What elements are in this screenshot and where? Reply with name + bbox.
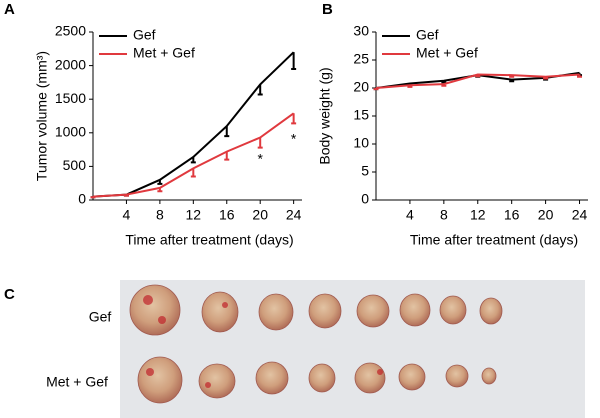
panel-label: A — [4, 1, 15, 18]
panel-label: B — [322, 1, 333, 18]
y-tick-label: 25 — [353, 51, 369, 67]
y-axis-label: Body weight (g) — [317, 67, 333, 164]
row-label: Gef — [89, 309, 112, 325]
x-tick-label: 20 — [538, 207, 554, 223]
legend-label: Met + Gef — [416, 45, 478, 61]
error-bar — [157, 187, 163, 193]
error-bar — [224, 151, 230, 161]
error-bar — [257, 84, 263, 96]
y-tick-label: 2000 — [55, 56, 86, 72]
x-tick-label: 8 — [440, 207, 448, 223]
tumor-spots — [143, 295, 383, 388]
annotation: * — [291, 131, 297, 147]
y-tick-label: 30 — [353, 23, 369, 39]
y-tick-label: 5 — [361, 163, 369, 179]
error-bar — [373, 88, 379, 91]
y-tick-label: 10 — [353, 135, 369, 151]
x-axis-label: Time after treatment (days) — [410, 232, 578, 248]
error-bar — [291, 113, 297, 125]
y-tick-label: 15 — [353, 107, 369, 123]
row-label: Met + Gef — [46, 374, 108, 390]
legend-label: Gef — [133, 27, 156, 43]
tumor-photo: C Gef Met + Gef — [4, 280, 585, 418]
x-axis-label: Time after treatment (days) — [125, 232, 293, 248]
y-tick-label: 2500 — [55, 23, 86, 39]
error-bar — [190, 168, 196, 178]
legend-label: Gef — [416, 27, 439, 43]
x-tick-label: 12 — [186, 207, 202, 223]
error-bar — [123, 194, 129, 197]
annotation: * — [257, 151, 263, 167]
error-bar — [190, 156, 196, 164]
error-bar — [157, 179, 163, 185]
series-line — [92, 112, 295, 198]
x-tick-label: 4 — [406, 207, 414, 223]
error-bar — [543, 76, 549, 80]
x-tick-label: 16 — [219, 207, 235, 223]
error-bar — [509, 75, 515, 78]
y-tick-label: 20 — [353, 79, 369, 95]
error-bar — [90, 196, 96, 199]
y-axis-label: Tumor volume (mm³) — [34, 51, 50, 181]
error-bar — [407, 85, 413, 88]
y-tick-label: 1500 — [55, 90, 86, 106]
x-tick-label: 16 — [504, 207, 520, 223]
error-bar — [475, 74, 481, 78]
x-tick-label: 4 — [123, 207, 131, 223]
x-tick-label: 12 — [470, 207, 486, 223]
error-bar — [509, 79, 515, 83]
x-tick-label: 20 — [252, 207, 268, 223]
error-bar — [291, 52, 297, 70]
panel-label: C — [4, 286, 15, 303]
photo-background — [120, 280, 585, 418]
error-bar — [441, 80, 447, 84]
error-bar — [224, 126, 230, 138]
error-bar — [257, 137, 263, 149]
error-bar — [577, 74, 583, 78]
x-tick-label: 24 — [286, 207, 302, 223]
error-bar — [441, 84, 447, 87]
y-tick-label: 0 — [361, 191, 369, 207]
y-tick-label: 0 — [78, 191, 86, 207]
x-tick-label: 24 — [572, 207, 588, 223]
legend-label: Met + Gef — [133, 45, 195, 61]
y-tick-label: 1000 — [55, 124, 86, 140]
y-tick-label: 500 — [63, 157, 87, 173]
x-tick-label: 8 — [156, 207, 164, 223]
